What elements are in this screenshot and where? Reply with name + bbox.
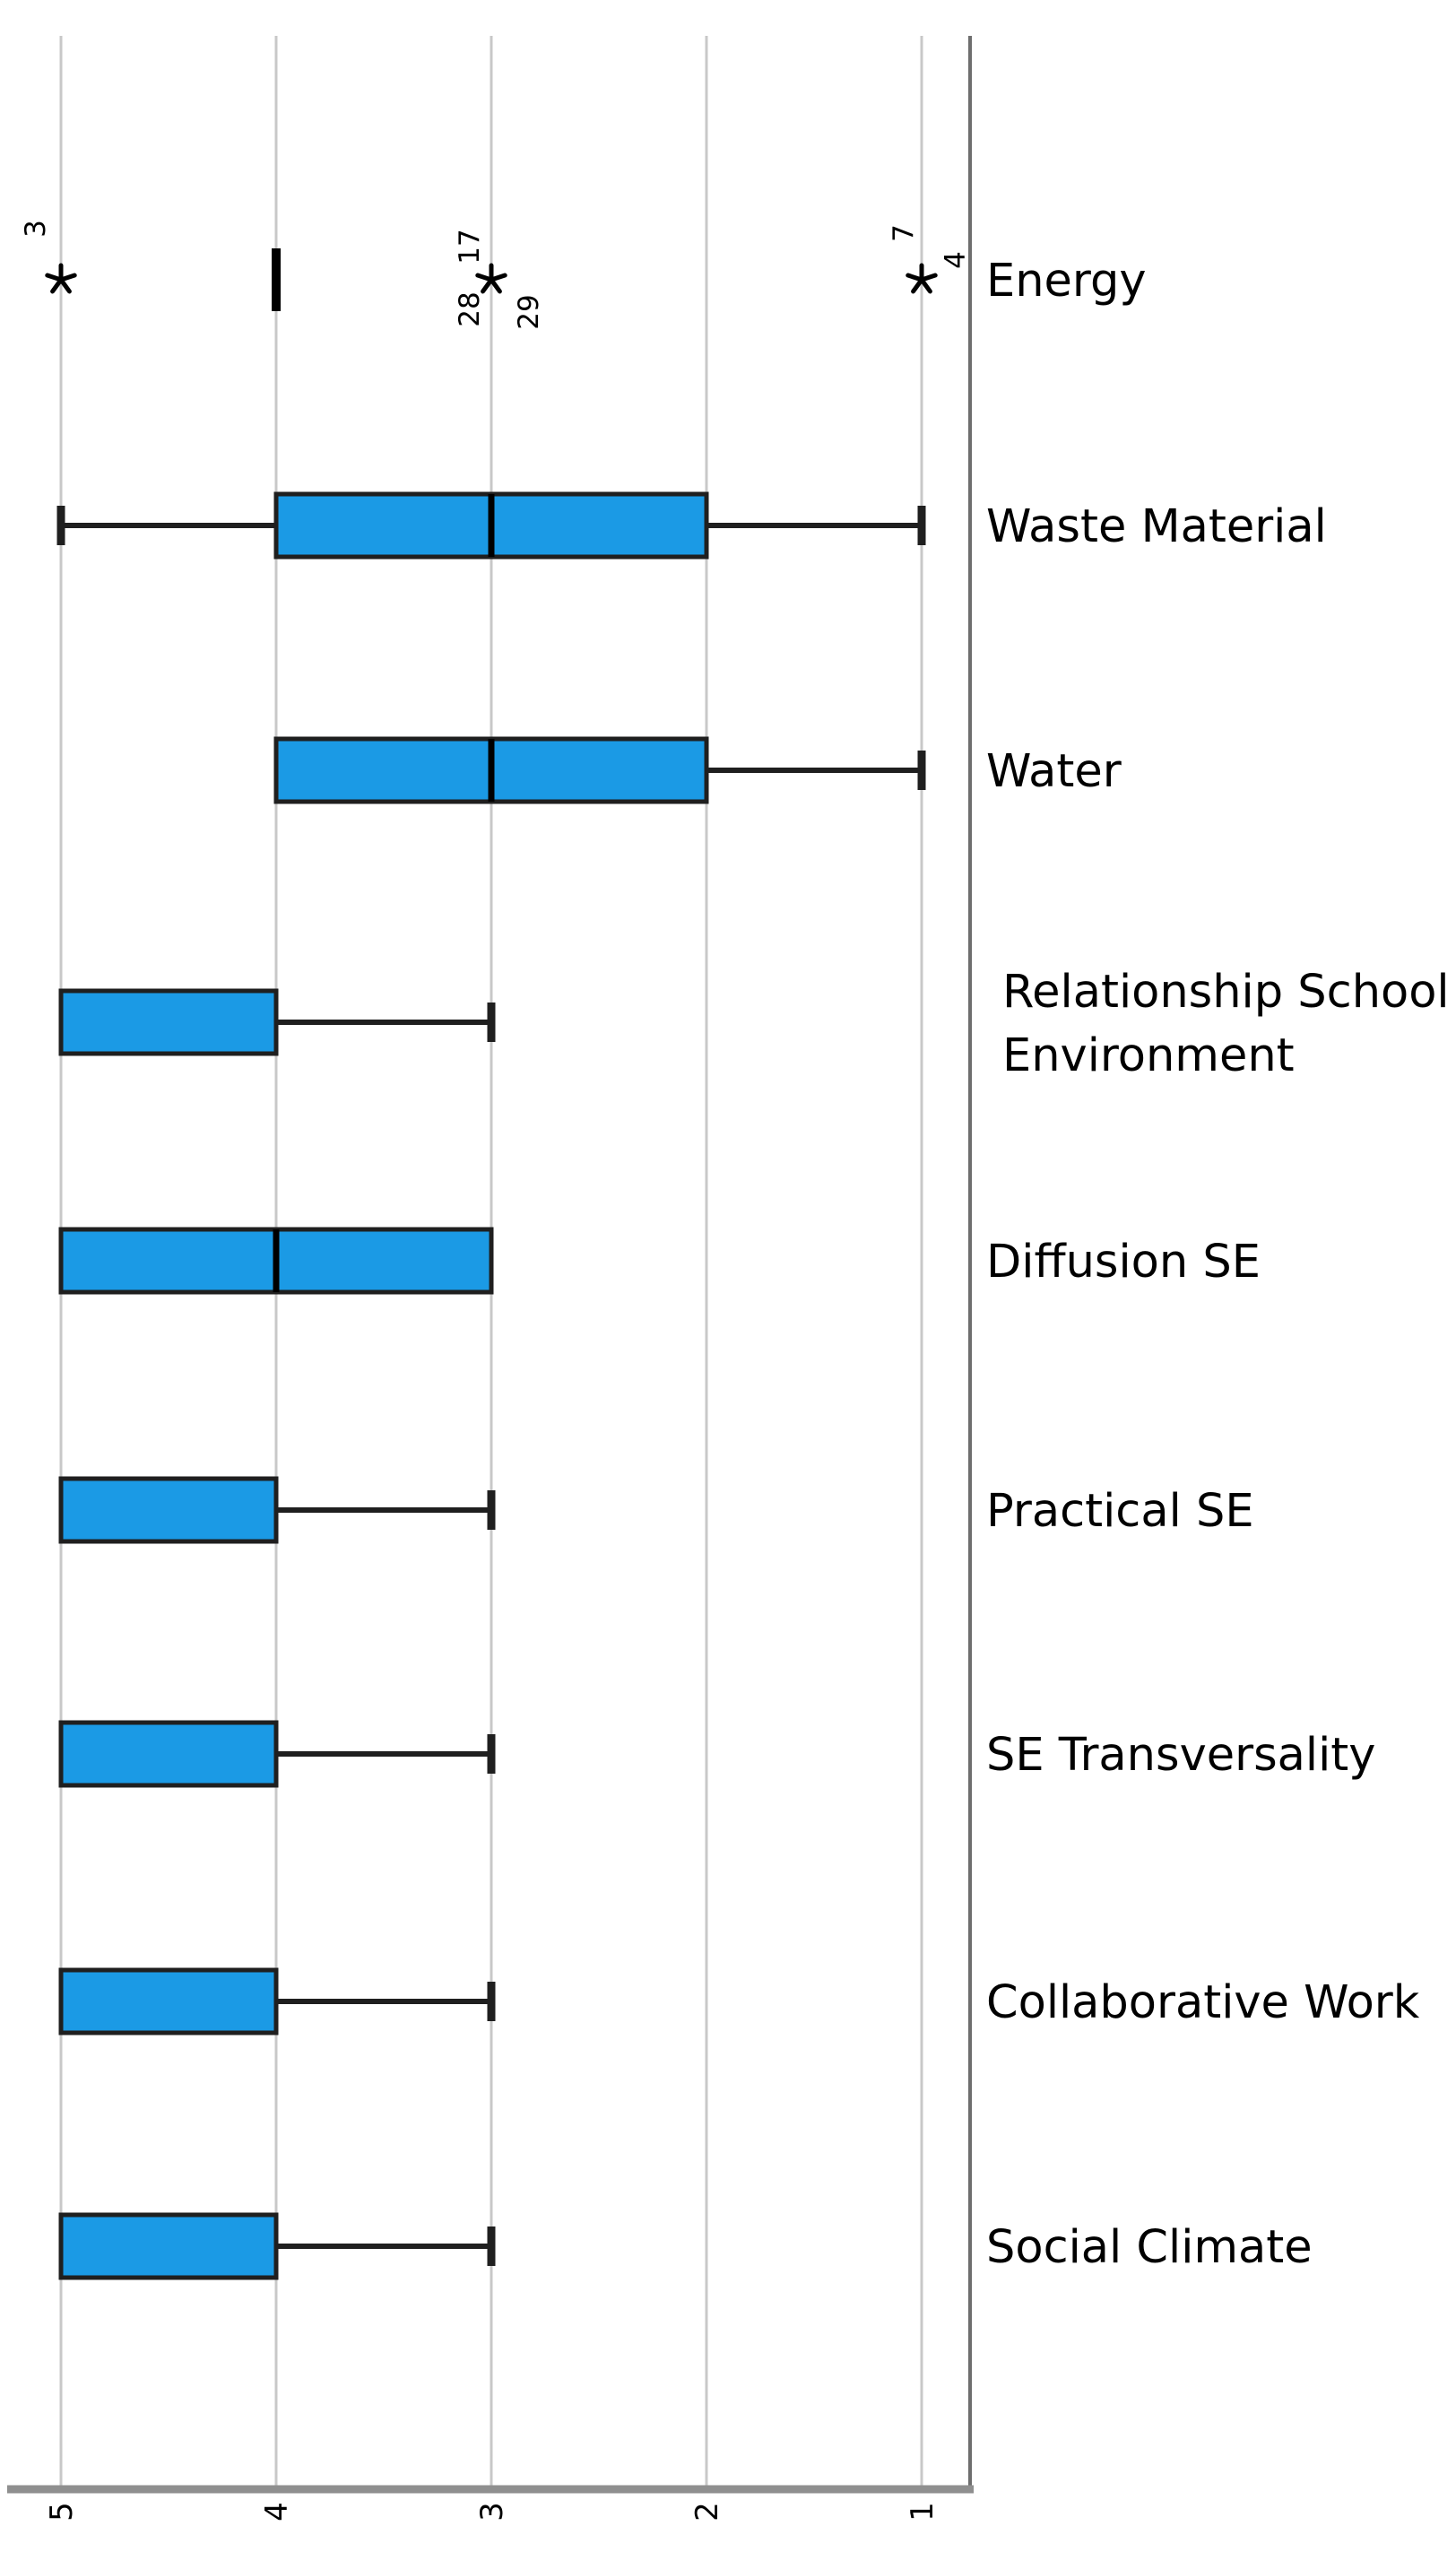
box-relationship-school <box>58 988 279 1056</box>
outlier-case-label-3: 3 <box>20 220 52 238</box>
category-label-se-transversality: SE Transversality <box>986 1729 1375 1782</box>
outlier-asterisk-ray <box>50 277 64 294</box>
tick-label-4: 4 <box>259 2502 295 2522</box>
outlier-asterisk-ray <box>489 277 502 294</box>
outlier-asterisk-ray <box>911 277 924 294</box>
outlier-case-label-7: 7 <box>888 224 920 242</box>
box-social-climate <box>58 2212 279 2280</box>
category-label-waste-material: Waste Material <box>986 500 1327 553</box>
outlier-asterisk-ray <box>45 273 64 282</box>
tick-label-5: 5 <box>44 2502 80 2522</box>
outlier-case-label-4: 4 <box>940 251 972 269</box>
category-label-energy: Energy <box>986 255 1147 308</box>
outlier-asterisk-ray <box>919 273 938 282</box>
box-se-transversality <box>58 1720 279 1788</box>
tick-label-1: 1 <box>905 2502 940 2522</box>
category-label-collaborative-work: Collaborative Work <box>986 1976 1420 2029</box>
category-label-social-climate: Social Climate <box>986 2221 1313 2274</box>
category-label-relationship-school: Relationship School - <box>1002 966 1456 1019</box>
outlier-asterisk-ray <box>919 277 932 294</box>
tick-label-2: 2 <box>689 2502 725 2522</box>
outlier-case-label-17: 17 <box>454 229 486 264</box>
collapsed-box-energy <box>272 248 281 311</box>
outlier-case-label-29: 29 <box>513 294 545 329</box>
outlier-asterisk-ray <box>489 273 507 282</box>
outlier-asterisk-ray <box>481 277 494 294</box>
outlier-asterisk-ray <box>58 273 77 282</box>
category-label-practical-se: Practical SE <box>986 1485 1254 1538</box>
box-practical-se <box>58 1476 279 1544</box>
outlier-case-label-28: 28 <box>454 291 486 326</box>
box-collaborative-work <box>58 1967 279 2036</box>
outlier-asterisk-ray <box>475 273 494 282</box>
category-label-line2-relationship-school: Environment <box>1002 1029 1295 1082</box>
tick-label-3: 3 <box>474 2502 510 2522</box>
outlier-asterisk-ray <box>58 277 72 294</box>
outlier-asterisk-ray <box>906 273 924 282</box>
category-label-diffusion-se: Diffusion SE <box>986 1236 1261 1289</box>
category-label-water: Water <box>986 745 1122 798</box>
